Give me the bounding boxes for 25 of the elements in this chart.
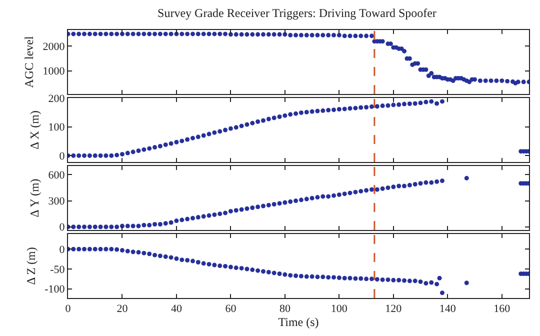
y-tick-label: -50 bbox=[50, 264, 66, 276]
y-tick-label: 1000 bbox=[42, 66, 66, 78]
y-tick-label: 0 bbox=[59, 150, 66, 162]
x-tick-label: 140 bbox=[439, 303, 456, 316]
x-tick-label: 60 bbox=[225, 303, 237, 316]
y-tick-label: 100 bbox=[48, 122, 66, 134]
x-tick-label: 100 bbox=[330, 303, 348, 316]
x-tick-label: 20 bbox=[116, 303, 128, 316]
x-tick-label: 40 bbox=[170, 303, 182, 316]
x-tick-label: 160 bbox=[494, 303, 511, 316]
y-tick-label: 0 bbox=[59, 222, 66, 234]
chart-title: Survey Grade Receiver Triggers: Driving Toward Spoofer bbox=[158, 6, 436, 20]
y-tick-label: 300 bbox=[48, 196, 66, 208]
y-tick-label: 200 bbox=[48, 92, 66, 105]
x-axis-title: Time (s) bbox=[278, 315, 319, 330]
y-axis-title: AGC level bbox=[22, 36, 36, 88]
y-tick-label: 600 bbox=[48, 170, 66, 182]
y-axis-title: Δ X (m) bbox=[28, 110, 42, 150]
y-axis-title: Δ Z (m) bbox=[24, 247, 38, 285]
y-tick-label: -100 bbox=[44, 284, 66, 296]
y-axis-title: Δ Y (m) bbox=[28, 178, 42, 218]
x-tick-label: 120 bbox=[385, 303, 402, 316]
y-tick-label: 0 bbox=[59, 244, 66, 256]
y-tick-label: 2000 bbox=[42, 41, 66, 54]
x-tick-label: 80 bbox=[279, 303, 291, 316]
